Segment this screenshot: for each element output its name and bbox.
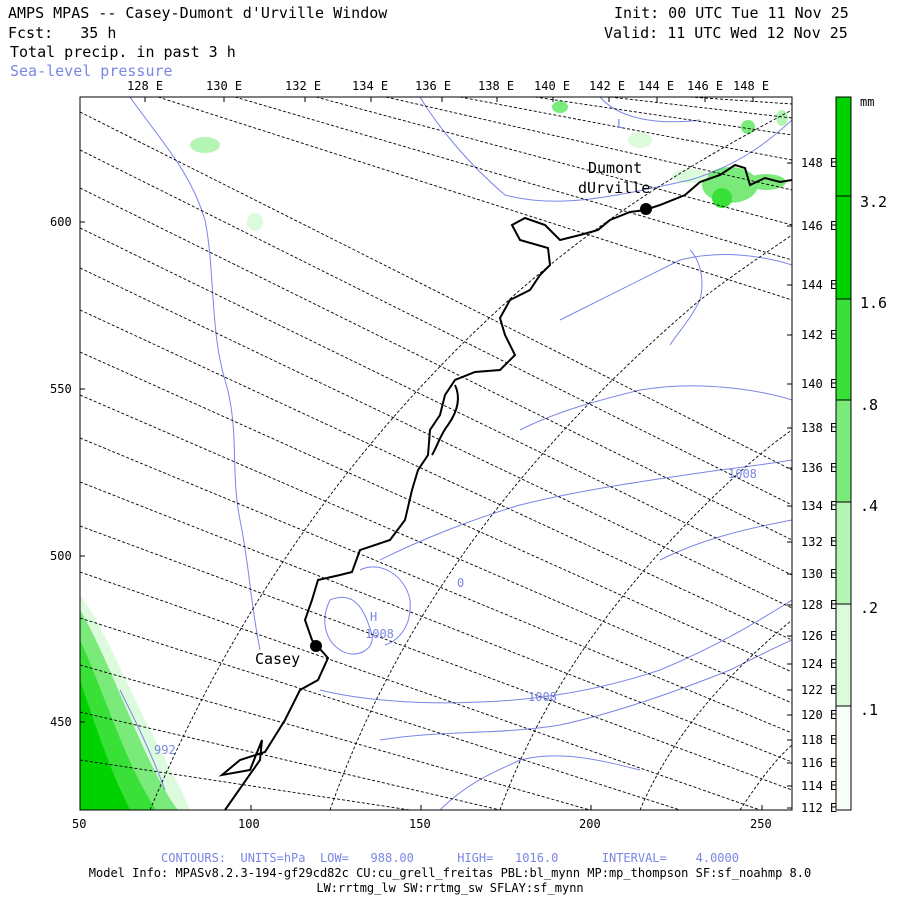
lon-label: 128 E [801,598,837,612]
lon-label: 130 E [801,567,837,581]
legend-swatch-0.1 [836,706,851,810]
y-tick-label: 550 [50,382,72,396]
lon-label: 136 E [801,461,837,475]
legend-level: .2 [860,599,878,617]
lon-label: 140 E [534,79,570,93]
lon-label: 146 E [801,219,837,233]
x-tick-label: 200 [579,817,601,831]
contour-label: 1008 [365,627,394,641]
lon-label: 128 E [127,79,163,93]
legend-swatch-1.6 [836,299,851,400]
lon-label: 146 E [687,79,723,93]
model-info-physics: LW:rrtmg_lw SW:rrtmg_sw SFLAY:sf_mynn [316,881,584,895]
contour-labels: 1008 1008 1008 992 0 L H [154,117,757,757]
legend-level: 1.6 [860,294,887,312]
dumont-label-line1: Dumont [588,159,642,177]
casey-station-marker [310,640,322,652]
legend-level: .4 [860,497,878,515]
contour-label: 1008 [528,690,557,704]
y-axis: 600 550 500 450 [50,215,85,729]
lon-label: 142 E [589,79,625,93]
right-lon-axis: 148 E 146 E 144 E 142 E 140 E 138 E 136 … [787,156,837,815]
top-lon-axis: 128 E 130 E 132 E 134 E 136 E 138 E 140 … [127,79,769,102]
legend-swatch-0.8 [836,400,851,502]
legend-swatch-0.2 [836,604,851,706]
legend-level: .1 [860,701,878,719]
lon-label: 144 E [638,79,674,93]
field-label-slp: Sea-level pressure [10,62,173,80]
coastline [218,163,792,810]
valid-time: Valid: 11 UTC Wed 12 Nov 25 [604,24,848,42]
contour-label: 992 [154,743,176,757]
dumont-label-line2: dUrville [578,179,650,197]
lon-label: 142 E [801,328,837,342]
lon-label: 124 E [801,657,837,671]
lon-label: 134 E [352,79,388,93]
legend-swatch-0.4 [836,502,851,604]
casey-label: Casey [255,650,300,668]
dumont-durville-station-marker [640,203,652,215]
lon-label: 118 E [801,733,837,747]
field-label-precip: Total precip. in past 3 h [10,43,236,61]
model-info: Model Info: MPASv8.2.3-194-gf29cd82c CU:… [88,866,812,880]
x-tick-label: 150 [409,817,431,831]
lon-label: 132 E [801,535,837,549]
contour-label: 1008 [728,467,757,481]
legend-level: 3.2 [860,193,887,211]
x-tick-label: 100 [238,817,260,831]
init-time: Init: 00 UTC Tue 11 Nov 25 [614,4,849,22]
map-field-layer [80,97,792,810]
lon-label: 114 E [801,779,837,793]
lon-label: 126 E [801,629,837,643]
y-tick-label: 600 [50,215,72,229]
precip-legend: mm 3.2 1.6 .8 .4 .2 .1 [835,95,887,811]
forecast-hour: Fcst: 35 h [8,24,117,42]
lon-label: 130 E [206,79,242,93]
legend-level: .8 [860,396,878,414]
lon-label: 132 E [285,79,321,93]
x-axis: 50 100 150 200 250 [72,805,772,831]
legend-unit: mm [860,95,874,109]
legend-swatch-3.2 [836,97,851,299]
graticule [80,97,792,810]
lon-label: 134 E [801,499,837,513]
y-tick-label: 500 [50,549,72,563]
precip-shading [80,101,788,810]
lon-label: 148 E [733,79,769,93]
slp-contours [119,97,792,810]
map-title: AMPS MPAS -- Casey-Dumont d'Urville Wind… [8,4,388,22]
lon-label: 138 E [478,79,514,93]
lon-label: 144 E [801,278,837,292]
x-tick-label: 250 [750,817,772,831]
lon-label: 140 E [801,377,837,391]
lon-label: 116 E [801,756,837,770]
y-tick-label: 450 [50,715,72,729]
map-frame [79,96,793,811]
lon-label: 136 E [415,79,451,93]
x-tick-label: 50 [72,817,86,831]
high-pressure-label: H [370,610,377,624]
contour-label: 0 [457,576,464,590]
lon-label: 120 E [801,708,837,722]
contour-info: CONTOURS: UNITS=hPa LOW= 988.00 HIGH= 10… [161,851,739,865]
lon-label: 122 E [801,683,837,697]
lon-label: 138 E [801,421,837,435]
low-pressure-label: L [617,117,624,131]
lon-label: 148 E [801,156,837,170]
lon-label: 112 E [801,801,837,815]
